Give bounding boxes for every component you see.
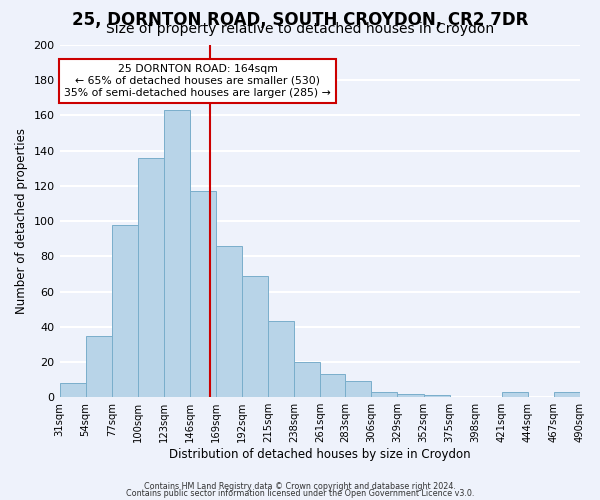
Bar (112, 224, 138, 397)
Text: 25 DORNTON ROAD: 164sqm
← 65% of detached houses are smaller (530)
35% of semi-d: 25 DORNTON ROAD: 164sqm ← 65% of detache… (64, 64, 331, 98)
Bar (268, 322, 294, 397)
Bar (424, 396, 449, 397)
Bar (242, 276, 268, 397)
Bar (216, 246, 242, 397)
Bar (138, 158, 164, 397)
Bar (190, 191, 216, 397)
X-axis label: Distribution of detached houses by size in Croydon: Distribution of detached houses by size … (169, 448, 470, 461)
Text: 25, DORNTON ROAD, SOUTH CROYDON, CR2 7DR: 25, DORNTON ROAD, SOUTH CROYDON, CR2 7DR (72, 11, 528, 29)
Text: Contains HM Land Registry data © Crown copyright and database right 2024.: Contains HM Land Registry data © Crown c… (144, 482, 456, 491)
Bar (86, 336, 112, 397)
Bar (397, 394, 424, 397)
Bar (164, 110, 190, 397)
Bar (554, 392, 580, 397)
Bar (502, 392, 528, 397)
Bar (371, 392, 397, 397)
Bar (59, 383, 86, 397)
Text: Size of property relative to detached houses in Croydon: Size of property relative to detached ho… (106, 22, 494, 36)
Bar (294, 362, 320, 397)
Text: Contains public sector information licensed under the Open Government Licence v3: Contains public sector information licen… (126, 489, 474, 498)
Bar (345, 382, 371, 397)
Bar (320, 374, 345, 397)
Y-axis label: Number of detached properties: Number of detached properties (15, 128, 28, 314)
